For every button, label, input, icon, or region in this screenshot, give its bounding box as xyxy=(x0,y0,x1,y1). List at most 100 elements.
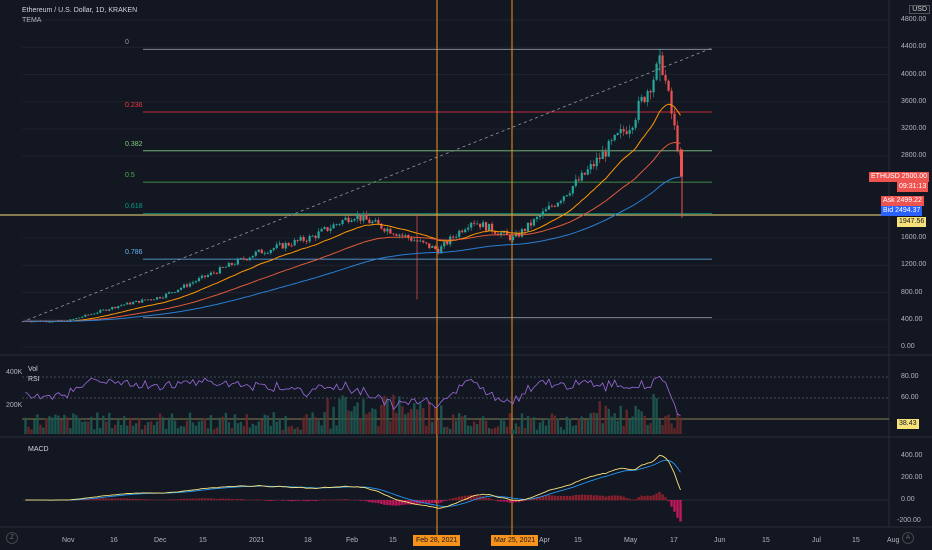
macd-histogram-bar xyxy=(140,499,144,501)
macd-histogram-bar xyxy=(577,494,581,501)
volume-bar xyxy=(263,414,266,434)
volume-bar xyxy=(39,424,42,434)
volume-bar xyxy=(640,411,643,434)
candle-body xyxy=(296,239,299,241)
bid-price: 2494.37 xyxy=(895,207,921,214)
ma-line-red xyxy=(25,141,681,322)
macd-histogram-bar xyxy=(511,500,515,503)
macd-histogram-bar xyxy=(386,500,389,505)
macd-histogram-bar xyxy=(398,500,401,506)
candle-body xyxy=(230,263,233,265)
macd-histogram-bar xyxy=(371,500,374,503)
candle-body xyxy=(93,313,96,315)
volume-bar xyxy=(443,427,446,434)
price-tick: 400.00 xyxy=(901,315,923,323)
candle-body xyxy=(188,283,192,287)
macd-histogram-bar xyxy=(239,498,243,501)
macd-histogram-bar xyxy=(673,500,676,512)
macd-histogram-bar xyxy=(347,499,350,501)
candle-body xyxy=(553,206,556,207)
candle-body xyxy=(164,293,168,298)
time-tick: Jun xyxy=(714,537,726,544)
volume-bar xyxy=(637,409,640,434)
macd-histogram-bar xyxy=(586,494,589,501)
macd-histogram-bar xyxy=(233,499,237,501)
volume-bar xyxy=(487,428,491,434)
macd-histogram-bar xyxy=(236,499,240,501)
rsi-current-tag: 38.43 xyxy=(897,419,919,429)
macd-histogram-bar xyxy=(547,495,551,501)
volume-bar xyxy=(305,414,308,434)
rsi-tick-80: 80.00 xyxy=(901,373,919,380)
candle-body xyxy=(233,264,236,266)
macd-histogram-bar xyxy=(475,495,479,501)
macd-histogram-bar xyxy=(517,500,521,503)
candle-body xyxy=(479,223,482,228)
volume-bar xyxy=(281,429,284,434)
rsi-line xyxy=(25,375,681,416)
auto-scale-icon[interactable]: A xyxy=(902,532,914,544)
volume-bar xyxy=(607,408,610,434)
volume-bar xyxy=(407,412,410,434)
candle-body xyxy=(556,202,559,207)
macd-histogram-bar xyxy=(437,500,440,504)
volume-bar xyxy=(57,415,60,434)
macd-histogram-bar xyxy=(221,498,225,501)
volume-bar xyxy=(386,398,389,434)
candle-body xyxy=(565,195,568,197)
candle-body xyxy=(610,140,613,142)
price-tick: 0.00 xyxy=(901,343,915,350)
candle-body xyxy=(293,239,296,246)
candle-body xyxy=(212,272,216,274)
candle-body xyxy=(413,240,416,242)
candle-body xyxy=(607,140,610,157)
macd-histogram-bar xyxy=(449,498,452,501)
macd-histogram-bar xyxy=(155,499,159,501)
macd-histogram-bar xyxy=(649,495,652,501)
candle-body xyxy=(320,228,323,232)
macd-histogram-bar xyxy=(416,500,419,505)
macd-histogram-bar xyxy=(200,498,204,501)
macd-histogram-bar xyxy=(583,494,586,501)
macd-histogram-bar xyxy=(105,498,108,501)
volume-bar xyxy=(78,418,81,434)
candle-body xyxy=(341,220,344,224)
macd-histogram-bar xyxy=(224,498,228,501)
macd-histogram-bar xyxy=(460,496,464,501)
macd-histogram-bar xyxy=(314,500,317,502)
currency-label[interactable]: USD xyxy=(909,5,930,14)
volume-bar xyxy=(556,418,560,434)
candle-body xyxy=(505,231,509,235)
candle-body xyxy=(622,129,625,132)
macd-histogram-bar xyxy=(335,499,338,501)
macd-histogram-bar xyxy=(490,499,494,501)
candle-body xyxy=(311,235,314,237)
volume-bar xyxy=(434,407,437,434)
macd-histogram-bar xyxy=(317,500,320,501)
macd-histogram-bar xyxy=(87,498,90,501)
volume-bar xyxy=(508,413,512,434)
macd-histogram-bar xyxy=(472,494,476,501)
time-marker-mar25[interactable]: Mar 25, 2021 xyxy=(491,535,539,546)
volume-bar xyxy=(457,413,461,434)
volume-bar xyxy=(320,425,323,434)
macd-histogram-bar xyxy=(610,495,613,501)
volume-bar xyxy=(194,425,198,434)
candle-body xyxy=(182,284,186,288)
time-marker-feb28[interactable]: Feb 28, 2021 xyxy=(413,535,461,546)
macd-histogram-bar xyxy=(134,498,138,501)
volume-bar xyxy=(200,420,204,434)
macd-histogram-bar xyxy=(90,498,93,501)
volume-bar xyxy=(664,415,667,434)
macd-histogram-bar xyxy=(481,496,485,501)
candle-body xyxy=(571,186,574,194)
macd-histogram-bar xyxy=(508,500,512,503)
volume-bar xyxy=(299,429,302,434)
candle-body xyxy=(176,289,180,293)
volume-bar xyxy=(460,416,464,434)
volume-bar xyxy=(562,429,566,434)
zoom-control-icon[interactable]: Z xyxy=(6,532,18,544)
candle-body xyxy=(209,272,213,275)
candle-body xyxy=(374,220,377,222)
